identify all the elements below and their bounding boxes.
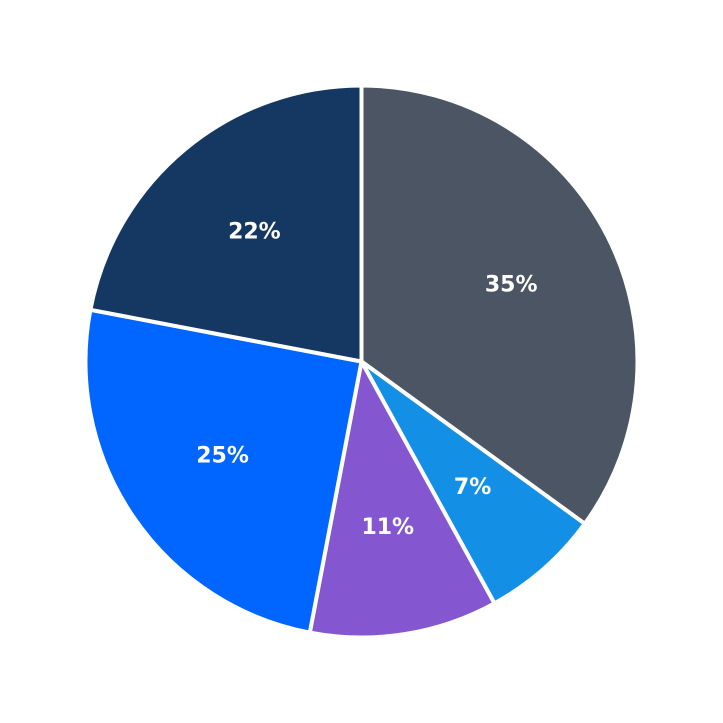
- pie-slice-0: [359, 83, 640, 526]
- pie-slice-4: [88, 83, 364, 364]
- slice-label-4: 22%: [228, 220, 281, 245]
- slice-label-1: 7%: [454, 475, 491, 500]
- labels-layer: 35% 7% 11% 25% 22%: [196, 220, 537, 540]
- slice-label-0: 35%: [485, 273, 538, 298]
- pie-slice-2: [307, 359, 497, 640]
- pie-slice-3: [83, 307, 364, 635]
- slices-layer: [83, 83, 640, 640]
- slice-label-2: 11%: [361, 515, 414, 540]
- pie-slice-1: [359, 359, 587, 606]
- slice-label-3: 25%: [196, 443, 249, 468]
